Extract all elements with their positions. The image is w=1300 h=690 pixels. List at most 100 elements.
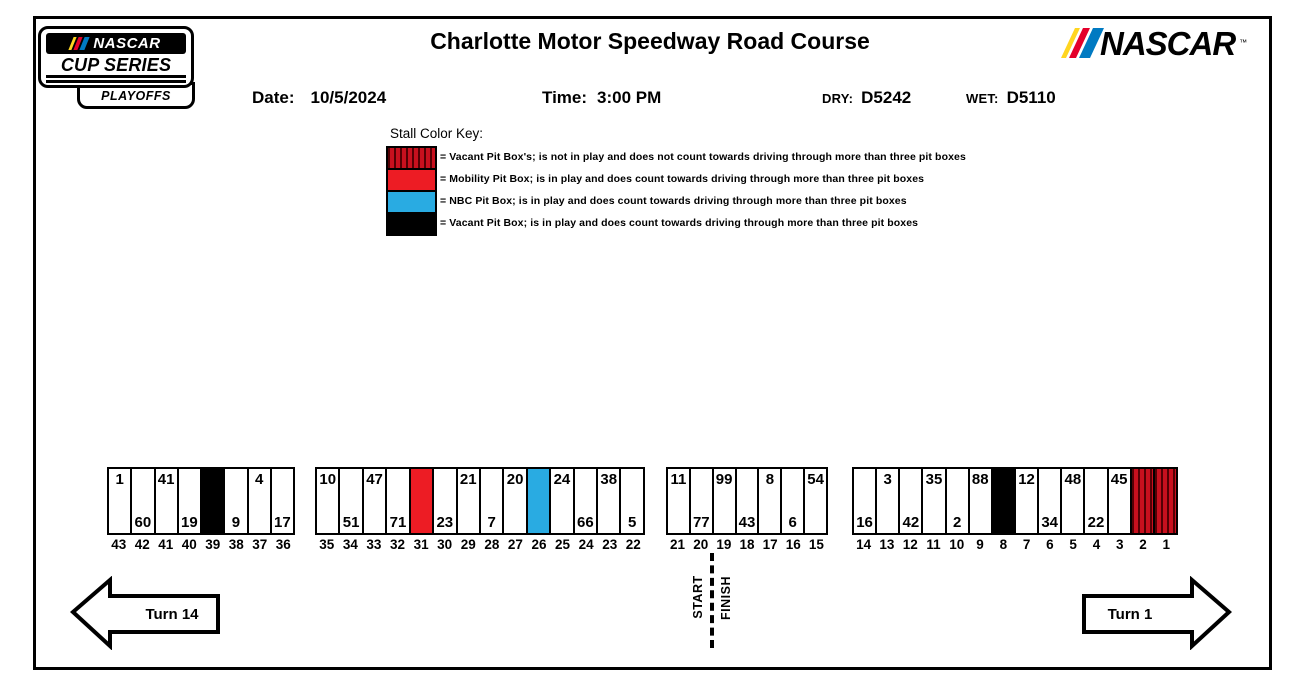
pit-stall-24: 66 — [572, 469, 597, 533]
stall-row: 11 77 99 43 8 6 54 — [666, 467, 828, 535]
stall-number-label-36: 36 — [275, 537, 291, 552]
nascar-logo: NASCAR ™ — [1061, 24, 1247, 62]
car-number-88: 88 — [971, 471, 989, 488]
pit-stall-34: 51 — [338, 469, 362, 533]
pit-stall-7: 12 — [1013, 469, 1038, 533]
pit-stall-38: 9 — [223, 469, 247, 533]
pit-stall-21: 11 — [668, 469, 689, 533]
date-value: 10/5/2024 — [310, 88, 387, 107]
stall-number-label-22: 22 — [625, 537, 641, 552]
stall-number-label-26: 26 — [531, 537, 547, 552]
legend-swatch-striped — [386, 146, 437, 170]
legend-swatch-column — [386, 146, 437, 236]
turn-1-arrow-icon: Turn 1 — [1082, 576, 1232, 650]
nascar-cup-series-playoffs-logo: NASCAR CUP SERIES PLAYOFFS — [38, 26, 195, 112]
turn-14-arrow-icon: Turn 14 — [70, 576, 220, 650]
pit-stall-37: 4 — [246, 469, 270, 533]
page-border — [33, 16, 1272, 670]
pit-stall-27: 20 — [502, 469, 526, 533]
car-number-21: 21 — [459, 471, 477, 488]
car-number-47: 47 — [366, 471, 383, 488]
pit-stall-42: 60 — [130, 469, 154, 533]
pit-stall-29: 21 — [455, 469, 479, 533]
stall-number-label-42: 42 — [134, 537, 150, 552]
car-number-42: 42 — [902, 514, 920, 531]
car-number-66: 66 — [577, 514, 594, 531]
dry-tire-field: DRY: D5242 — [822, 88, 911, 108]
time-label: Time: — [542, 88, 588, 107]
nascar-bar: NASCAR — [46, 33, 186, 54]
wet-label: WET: — [966, 91, 999, 106]
pit-stall-13: 3 — [875, 469, 899, 533]
legend-text: = NBC Pit Box; is in play and does count… — [440, 195, 907, 207]
cup-series-text: CUP SERIES — [60, 55, 172, 75]
stall-number-label-5: 5 — [1069, 537, 1077, 552]
legend-text: = Vacant Pit Box's; is not in play and d… — [440, 151, 966, 163]
car-number-23: 23 — [436, 514, 454, 531]
car-number-77: 77 — [692, 514, 710, 531]
stall-number-row: 14 13 12 11 10 9 8 7 6 5 4 3 2 1 — [852, 537, 1178, 552]
pit-stall-31 — [408, 469, 433, 533]
pit-stall-9: 88 — [967, 469, 991, 533]
wet-tire-field: WET: D5110 — [966, 88, 1056, 108]
stall-number-label-21: 21 — [670, 537, 686, 552]
stall-number-label-39: 39 — [205, 537, 221, 552]
stall-number-label-18: 18 — [739, 537, 755, 552]
time-value: 3:00 PM — [597, 88, 662, 107]
pit-stall-6: 34 — [1037, 469, 1061, 533]
stall-number-label-38: 38 — [228, 537, 244, 552]
logo-divider-line — [46, 75, 186, 78]
turn-1-label: Turn 1 — [1108, 606, 1153, 623]
pit-stall-1 — [1152, 469, 1176, 533]
finish-label: FINISH — [719, 576, 733, 620]
stall-number-label-3: 3 — [1115, 537, 1124, 552]
stall-number-label-2: 2 — [1139, 537, 1147, 552]
stall-row: 16 3 42 35 2 88 12 34 48 22 45 — [852, 467, 1178, 535]
pit-stall-26 — [525, 469, 550, 533]
pit-stall-3: 45 — [1106, 469, 1130, 533]
legend-text-column: = Vacant Pit Box's; is not in play and d… — [440, 146, 966, 234]
car-number-5: 5 — [628, 514, 637, 531]
stall-number-label-24: 24 — [578, 537, 594, 552]
car-number-60: 60 — [134, 514, 152, 531]
pit-stall-8 — [990, 469, 1014, 533]
stall-number-label-1: 1 — [1162, 537, 1171, 552]
car-number-17: 17 — [274, 514, 291, 531]
pit-stall-40: 19 — [176, 469, 200, 533]
stall-number-label-13: 13 — [879, 537, 895, 552]
car-number-38: 38 — [600, 471, 618, 488]
stall-number-label-6: 6 — [1046, 537, 1054, 552]
stall-color-key-title: Stall Color Key: — [390, 126, 484, 141]
legend-swatch-red — [386, 168, 437, 192]
car-number-20: 20 — [506, 471, 524, 488]
legend-swatch-blue — [386, 190, 437, 214]
pit-stall-25: 24 — [549, 469, 573, 533]
stall-row: 1 60 41 19 9 4 17 — [107, 467, 295, 535]
car-number-99: 99 — [715, 471, 733, 488]
stall-number-label-9: 9 — [976, 537, 984, 552]
pit-stall-5: 48 — [1060, 469, 1084, 533]
stall-number-label-16: 16 — [785, 537, 801, 552]
stall-number-label-11: 11 — [926, 537, 941, 552]
pit-stall-2 — [1129, 469, 1153, 533]
pit-stall-22: 5 — [619, 469, 643, 533]
start-finish-line — [710, 553, 714, 648]
cup-series-logo-box: NASCAR CUP SERIES — [38, 26, 194, 88]
pit-stall-39 — [200, 469, 224, 533]
pit-stall-11: 35 — [921, 469, 945, 533]
car-number-19: 19 — [181, 514, 198, 531]
car-number-9: 9 — [231, 514, 241, 531]
pit-stall-43: 1 — [109, 469, 131, 533]
stall-number-row: 43 42 41 40 39 38 37 36 — [107, 537, 295, 552]
start-label: START — [691, 575, 705, 619]
stall-number-label-8: 8 — [999, 537, 1008, 552]
stall-number-label-7: 7 — [1022, 537, 1031, 552]
nascar-wordmark-text: NASCAR — [1100, 24, 1236, 62]
legend-swatch-black — [386, 212, 437, 236]
legend-text: = Vacant Pit Box; is in play and does co… — [440, 217, 919, 229]
pit-stall-10: 2 — [944, 469, 968, 533]
logo-divider-line — [46, 80, 186, 83]
stall-number-label-29: 29 — [460, 537, 476, 552]
stall-number-row: 35 34 33 32 31 30 29 28 27 26 25 24 23 22 — [315, 537, 645, 552]
